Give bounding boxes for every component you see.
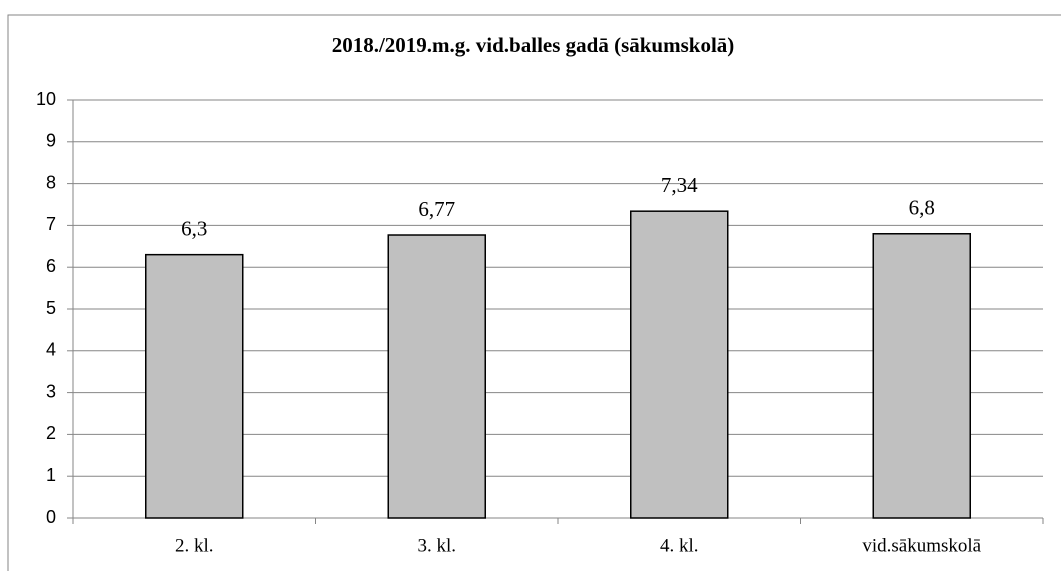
bar: [872, 233, 971, 519]
x-tick-label: 2. kl.: [175, 535, 214, 556]
y-tick-label: 0: [46, 507, 56, 527]
data-label: 6,8: [909, 196, 935, 220]
x-tick-label: 3. kl.: [417, 535, 456, 556]
y-tick-label: 9: [46, 131, 56, 151]
bar: [387, 234, 486, 519]
y-tick-label: 4: [46, 340, 56, 360]
x-tick-label: 4. kl.: [660, 535, 699, 556]
bar: [145, 253, 244, 519]
data-label: 7,34: [661, 173, 698, 197]
y-tick-label: 7: [46, 214, 56, 234]
bar: [630, 210, 729, 519]
y-tick-label: 1: [46, 465, 56, 485]
y-tick-label: 8: [46, 172, 56, 192]
y-tick-label: 2: [46, 423, 56, 443]
y-tick-label: 5: [46, 298, 56, 318]
y-tick-label: 6: [46, 256, 56, 276]
y-tick-label: 3: [46, 381, 56, 401]
data-label: 6,77: [418, 197, 455, 221]
y-tick-label: 10: [36, 89, 56, 109]
x-tick-label: vid.sākumskolā: [862, 535, 981, 556]
chart-title: 2018./2019.m.g. vid.balles gadā (sākumsk…: [332, 33, 735, 57]
data-label: 6,3: [181, 216, 207, 240]
